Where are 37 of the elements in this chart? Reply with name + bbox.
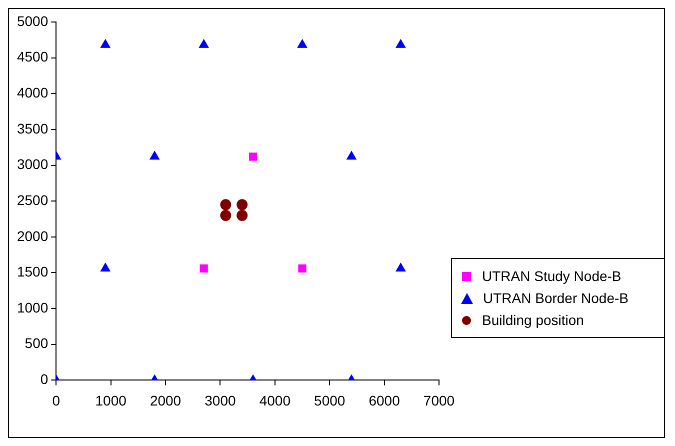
y-tick-label: 5000 <box>16 12 48 29</box>
point <box>220 199 232 210</box>
x-tick-label: 6000 <box>368 392 400 408</box>
y-tick-label: 1000 <box>16 299 48 316</box>
point <box>220 210 232 221</box>
point <box>396 39 406 48</box>
point <box>396 262 406 272</box>
point <box>100 39 110 48</box>
y-tick-label: 500 <box>24 335 48 352</box>
y-tick-label: 2500 <box>16 192 48 208</box>
x-tick-label: 4000 <box>259 392 291 408</box>
x-tick-label: 1000 <box>95 392 127 408</box>
y-tick-label: 4000 <box>16 84 48 100</box>
point <box>236 210 248 221</box>
x-tick-label: 7000 <box>423 392 455 408</box>
y-tick-label: 4500 <box>16 48 48 65</box>
point <box>200 264 208 272</box>
x-tick-label: 5000 <box>314 392 346 408</box>
point <box>198 39 209 48</box>
y-tick-label: 1500 <box>16 264 48 280</box>
point <box>298 264 306 272</box>
x-tick-label: 2000 <box>150 392 182 408</box>
point <box>297 39 308 48</box>
x-tick-label: 0 <box>52 392 60 408</box>
x-tick-label: 3000 <box>204 392 236 408</box>
y-tick-label: 3500 <box>16 120 48 136</box>
y-tick-label: 2000 <box>16 228 48 244</box>
legend-label: Building position <box>482 312 584 328</box>
legend-label: UTRAN Study Node-B <box>482 268 622 284</box>
legend-label: UTRAN Border Node-B <box>483 290 628 306</box>
point <box>150 151 160 160</box>
y-tick-label: 0 <box>40 371 48 388</box>
point <box>346 151 356 160</box>
point <box>100 262 110 272</box>
point <box>236 199 248 210</box>
point <box>249 152 258 161</box>
y-tick-label: 3000 <box>16 156 48 172</box>
